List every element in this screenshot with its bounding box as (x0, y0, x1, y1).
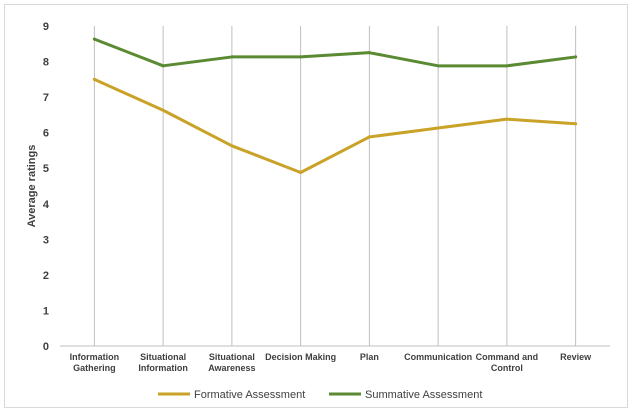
series-layer (92, 37, 578, 174)
data-point (299, 170, 303, 174)
x-tick-label: Plan (360, 352, 379, 362)
legend: Formative Assessment Summative Assessment (158, 389, 482, 401)
y-tick-label: 4 (43, 199, 50, 211)
data-point (505, 117, 509, 121)
x-tick-label: Decision Making (265, 352, 336, 362)
data-point (367, 51, 371, 55)
gridlines (93, 26, 577, 346)
series-line-1 (92, 37, 578, 68)
y-tick-label: 1 (43, 305, 49, 317)
x-tick-label: Situational Information (138, 352, 188, 373)
y-axis-ticks: 0 1 2 3 4 5 6 7 8 9 (43, 21, 50, 353)
x-tick-label: Review (560, 352, 592, 362)
data-point (574, 122, 578, 126)
data-point (574, 55, 578, 59)
y-tick-label: 9 (43, 21, 49, 33)
y-tick-label: 8 (43, 57, 49, 69)
y-tick-label: 2 (43, 270, 49, 282)
y-tick-label: 6 (43, 128, 49, 140)
data-point (230, 144, 234, 148)
series-line-0 (92, 77, 578, 174)
legend-label-1: Summative Assessment (365, 389, 482, 401)
data-point (505, 64, 509, 68)
x-tick-label: Command and Control (476, 352, 539, 373)
data-point (436, 64, 440, 68)
chart-frame (4, 4, 628, 408)
legend-label-0: Formative Assessment (194, 389, 305, 401)
data-point (161, 64, 165, 68)
y-tick-label: 7 (43, 92, 49, 104)
y-axis-label: Average ratings (26, 145, 38, 228)
data-point (92, 37, 96, 41)
data-point (367, 135, 371, 139)
x-tick-label: Communication (404, 352, 472, 362)
y-tick-label: 3 (43, 234, 49, 246)
y-tick-label: 0 (43, 341, 49, 353)
data-point (161, 108, 165, 112)
x-tick-label: Situational Awareness (208, 352, 255, 373)
data-point (436, 126, 440, 130)
y-tick-label: 5 (43, 163, 49, 175)
x-axis-ticks: Information Gathering Situational Informati… (70, 352, 593, 373)
data-point (92, 77, 96, 81)
data-point (230, 55, 234, 59)
data-point (299, 55, 303, 59)
x-tick-label: Information Gathering (70, 352, 120, 373)
